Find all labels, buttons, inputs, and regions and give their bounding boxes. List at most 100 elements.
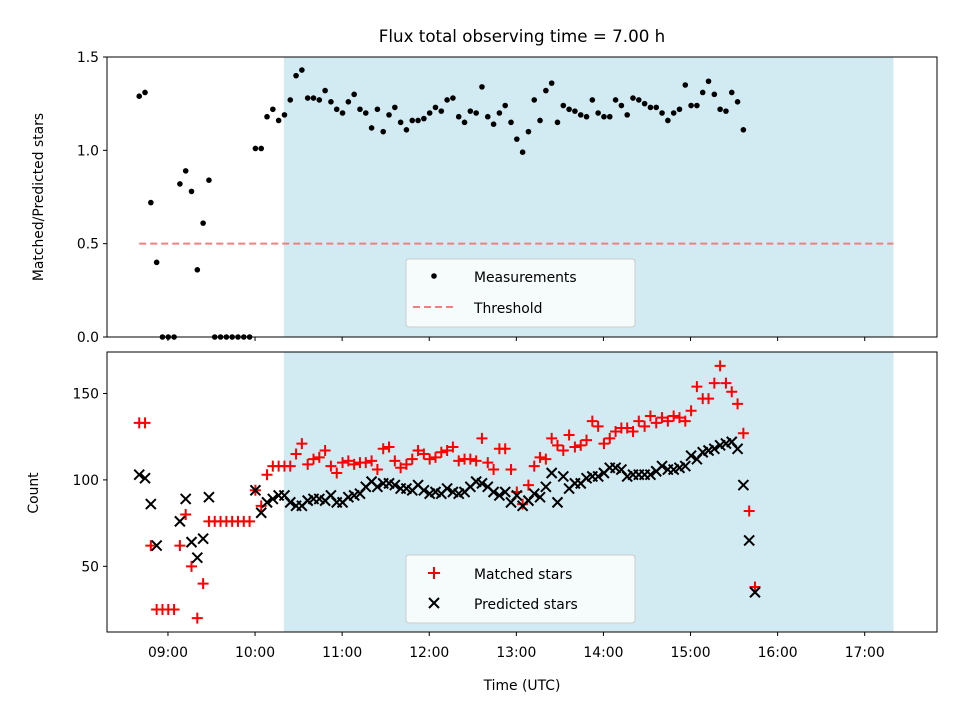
measurement-point: [392, 104, 398, 111]
predicted-star-point: [743, 534, 755, 547]
matched-star-point: [592, 420, 604, 432]
measurement-point: [728, 89, 735, 96]
measurement-point: [153, 259, 160, 266]
matched-star-point: [464, 453, 476, 465]
x-axis-label: Time (UTC): [483, 678, 561, 694]
measurement-point: [444, 97, 450, 103]
measurement-point: [339, 110, 346, 116]
predicted-star-point: [644, 469, 657, 481]
matched-star-point: [383, 441, 395, 453]
measurement-point: [328, 99, 334, 105]
measurement-point: [670, 110, 677, 116]
matched-star-point: [482, 457, 494, 469]
legend-measurements-label: Measurements: [474, 270, 577, 286]
legend-predicted-label: Predicted stars: [474, 597, 578, 613]
matched-star-point: [168, 604, 180, 616]
measurement-point: [612, 97, 619, 103]
measurement-point: [717, 106, 723, 113]
top-legend-box: [405, 258, 636, 328]
predicted-star-point: [592, 470, 604, 483]
matched-star-point: [627, 426, 639, 438]
measurement-point: [368, 125, 375, 131]
matched-star-point: [261, 469, 273, 481]
matched-star-point: [650, 417, 662, 429]
matched-star-point: [424, 453, 436, 465]
measurement-point: [275, 117, 282, 124]
measurement-point: [641, 100, 648, 107]
xtick-label: 15:00: [671, 645, 711, 661]
matched-star-point: [395, 462, 407, 474]
matched-star-point: [441, 445, 453, 457]
measurement-point: [351, 91, 357, 98]
measurement-point: [397, 119, 404, 126]
measurement-point: [566, 106, 572, 113]
matched-star-point: [737, 427, 749, 439]
measurement-point: [554, 119, 561, 126]
matched-star-point: [534, 451, 546, 463]
measurement-point: [531, 97, 538, 103]
matched-star-point: [708, 377, 720, 389]
legend-matched-marker: [428, 567, 440, 579]
measurement-point: [682, 82, 689, 88]
measurement-point: [514, 136, 520, 142]
matched-star-point: [598, 438, 610, 450]
matched-star-point: [412, 445, 424, 457]
xtick-label: 17:00: [845, 645, 885, 661]
matched-star-point: [633, 415, 645, 427]
measurement-point: [601, 113, 607, 120]
counts-panel: 50 100 150 09:00 10:00 11:00 12:00 13:00 14:00 1…: [26, 351, 938, 694]
legend-measurements-marker: [431, 273, 437, 279]
measurement-point: [502, 102, 508, 109]
measurement-point: [386, 112, 392, 118]
top-legend: Measurements Threshold: [405, 258, 636, 328]
measurement-point: [270, 106, 276, 113]
matched-star-point: [313, 451, 325, 463]
xtick-label: 14:00: [583, 645, 623, 661]
measurement-point: [560, 102, 567, 109]
xtick-label: 13:00: [496, 645, 536, 661]
matched-star-point: [435, 446, 447, 458]
matched-star-point: [371, 464, 383, 476]
measurement-point: [188, 188, 195, 195]
measurement-point: [415, 117, 421, 124]
legend-matched-label: Matched stars: [474, 567, 572, 583]
predicted-star-point: [191, 551, 204, 564]
predicted-star-point: [545, 467, 558, 479]
measurement-point: [467, 108, 474, 114]
measurement-point: [711, 91, 718, 98]
measurement-point: [630, 95, 636, 101]
matched-star-point: [569, 441, 581, 453]
matched-star-point: [546, 432, 558, 444]
matched-star-point: [191, 612, 203, 624]
matched-star-point: [331, 467, 343, 479]
matched-star-point: [180, 508, 192, 520]
measurement-point: [310, 95, 317, 101]
xtick-label: 09:00: [148, 645, 188, 661]
measurement-point: [595, 110, 601, 116]
matched-star-point: [342, 455, 354, 467]
measurement-point: [543, 87, 549, 94]
measurement-point: [345, 99, 352, 105]
matched-star-point: [186, 560, 198, 572]
matched-star-point: [337, 457, 349, 469]
measurement-point: [206, 177, 212, 183]
predicted-star-point: [551, 496, 564, 509]
predicted-star-point: [749, 586, 761, 598]
bottom-ytick-label: 50: [81, 559, 99, 575]
top-ytick-label: 1.0: [77, 143, 99, 159]
matched-star-point: [668, 410, 680, 422]
predicted-star-point: [487, 486, 500, 498]
predicted-star-point: [476, 477, 488, 490]
bottom-ytick-label: 150: [72, 386, 99, 402]
measurement-point: [142, 89, 148, 96]
measurement-point: [421, 115, 427, 122]
matched-star-point: [743, 505, 755, 517]
matched-star-point: [302, 458, 314, 470]
predicted-stars-points: [133, 436, 761, 598]
matched-star-point: [290, 448, 302, 460]
predicted-star-point: [185, 536, 198, 548]
measurement-point: [252, 145, 259, 152]
matched-star-point: [610, 426, 622, 438]
matched-star-point: [505, 464, 517, 476]
